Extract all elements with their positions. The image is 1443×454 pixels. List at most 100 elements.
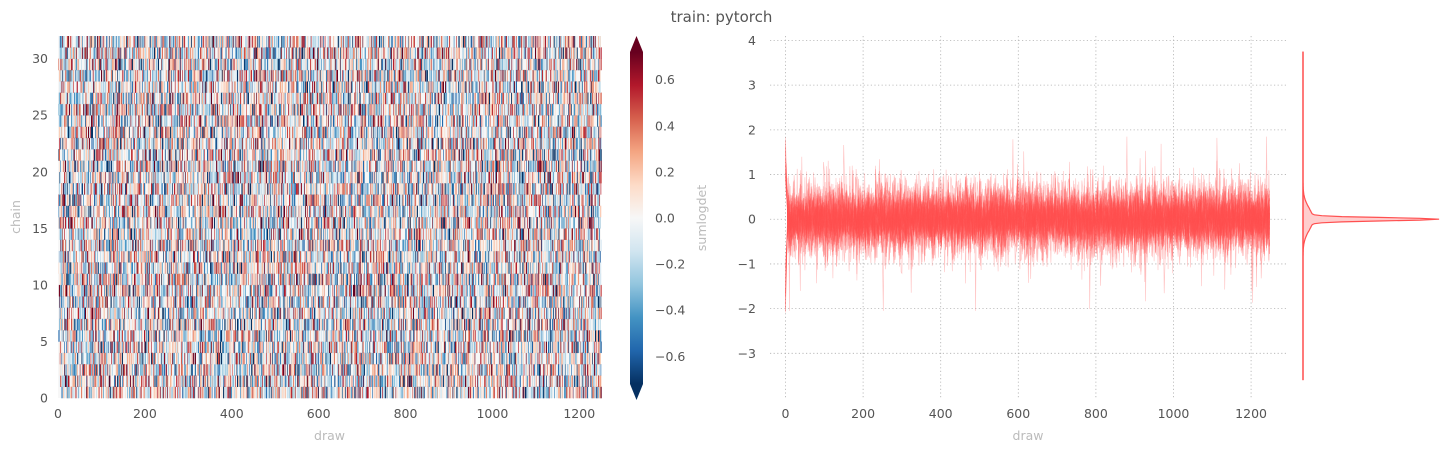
heatmap-cell bbox=[211, 284, 213, 297]
heatmap-cell bbox=[170, 296, 173, 308]
heatmap-cell bbox=[214, 341, 216, 354]
heatmap-cell bbox=[173, 307, 175, 320]
heatmap-cell bbox=[576, 318, 577, 331]
heatmap-cell bbox=[145, 273, 147, 286]
heatmap-cell bbox=[199, 352, 201, 365]
heatmap-cell bbox=[339, 284, 342, 297]
heatmap-cell bbox=[339, 296, 341, 308]
heatmap-cell bbox=[362, 341, 363, 354]
heatmap-cell bbox=[581, 364, 583, 376]
heatmap-cell bbox=[346, 364, 347, 376]
heatmap-cell bbox=[153, 352, 155, 365]
heatmap-cell bbox=[427, 364, 429, 376]
heatmap-cell bbox=[98, 307, 100, 320]
heatmap-cell bbox=[99, 364, 101, 376]
heatmap-cell bbox=[209, 330, 211, 342]
heatmap-cell bbox=[497, 307, 499, 320]
heatmap-cell bbox=[591, 364, 592, 376]
heatmap-cell bbox=[448, 352, 450, 365]
heatmap-cell bbox=[244, 341, 246, 354]
heatmap-cell bbox=[346, 318, 348, 331]
heatmap-cell bbox=[516, 273, 518, 286]
heatmap-cell bbox=[524, 296, 526, 308]
heatmap-cell bbox=[530, 352, 531, 365]
heatmap-cell bbox=[345, 330, 346, 342]
heatmap-cell bbox=[570, 352, 572, 365]
heatmap-cell bbox=[181, 284, 183, 297]
heatmap-cell bbox=[215, 307, 217, 320]
heatmap-cell bbox=[512, 341, 514, 354]
heatmap-cell bbox=[511, 330, 513, 342]
heatmap-cell bbox=[537, 284, 539, 297]
heatmap-cell bbox=[581, 296, 583, 308]
heatmap-cell bbox=[145, 330, 147, 342]
heatmap-cell bbox=[371, 296, 372, 308]
heatmap-cell bbox=[486, 307, 488, 320]
heatmap-cell bbox=[270, 296, 272, 308]
heatmap-cell bbox=[349, 352, 350, 365]
heatmap-cell bbox=[154, 273, 156, 286]
heatmap-cell bbox=[194, 296, 196, 308]
heatmap-cell bbox=[350, 341, 352, 354]
heatmap-cell bbox=[528, 273, 529, 286]
heatmap-cell bbox=[512, 386, 514, 399]
heatmap-cell bbox=[297, 352, 299, 365]
heatmap-cell bbox=[216, 386, 218, 399]
heatmap-cell bbox=[501, 307, 504, 320]
heatmap-cell bbox=[366, 386, 368, 399]
heatmap-cell bbox=[236, 386, 238, 399]
heatmap-cell bbox=[276, 352, 279, 365]
heatmap-cell bbox=[383, 364, 385, 376]
heatmap-cell bbox=[547, 386, 549, 399]
heatmap-cell bbox=[384, 330, 386, 342]
heatmap-cell bbox=[556, 330, 558, 342]
heatmap-cell bbox=[62, 318, 64, 331]
heatmap-cell bbox=[551, 352, 552, 365]
heatmap-cell bbox=[183, 318, 185, 331]
heatmap-cell bbox=[181, 307, 183, 320]
heatmap-cell bbox=[259, 307, 261, 320]
heatmap-cell bbox=[279, 330, 280, 342]
heatmap-cell bbox=[467, 284, 468, 297]
heatmap-cell bbox=[249, 364, 250, 376]
heatmap-cell bbox=[309, 318, 311, 331]
heatmap-cell bbox=[246, 307, 248, 320]
heatmap-cell bbox=[245, 330, 247, 342]
heatmap-cell bbox=[457, 318, 458, 331]
heatmap-cell bbox=[170, 284, 173, 297]
heatmap-cell bbox=[527, 273, 528, 286]
heatmap-cell bbox=[575, 352, 577, 365]
heatmap-cell bbox=[466, 341, 468, 354]
heatmap-cell bbox=[364, 330, 365, 342]
heatmap-cell bbox=[479, 284, 481, 297]
heatmap-cell bbox=[294, 330, 295, 342]
heatmap-cell bbox=[475, 330, 476, 342]
heatmap-cell bbox=[452, 386, 454, 399]
heatmap-cell bbox=[524, 386, 527, 399]
heatmap-cell bbox=[230, 273, 233, 286]
heatmap-cell bbox=[365, 330, 367, 342]
heatmap-cell bbox=[474, 273, 476, 286]
heatmap-cell bbox=[508, 330, 511, 342]
heatmap-cell bbox=[94, 318, 97, 331]
heatmap-cell bbox=[153, 364, 155, 376]
heatmap-cell bbox=[182, 318, 184, 331]
heatmap-cell bbox=[92, 364, 94, 376]
heatmap-cell bbox=[212, 262, 214, 274]
heatmap-cell bbox=[531, 364, 533, 376]
heatmap-cell bbox=[243, 307, 244, 320]
heatmap-cell bbox=[365, 341, 367, 354]
heatmap-cell bbox=[435, 296, 437, 308]
heatmap-cell bbox=[498, 330, 501, 342]
heatmap-cell bbox=[397, 352, 399, 365]
heatmap-cell bbox=[112, 352, 114, 365]
heatmap-cell bbox=[512, 307, 514, 320]
heatmap-cell bbox=[61, 330, 62, 342]
heatmap-cell bbox=[246, 296, 248, 308]
heatmap-cell bbox=[249, 318, 251, 331]
heatmap-cell bbox=[588, 284, 590, 297]
heatmap-cell bbox=[202, 284, 203, 297]
heatmap-cell bbox=[304, 296, 306, 308]
heatmap-cell bbox=[246, 386, 248, 399]
heatmap-cell bbox=[565, 307, 567, 320]
